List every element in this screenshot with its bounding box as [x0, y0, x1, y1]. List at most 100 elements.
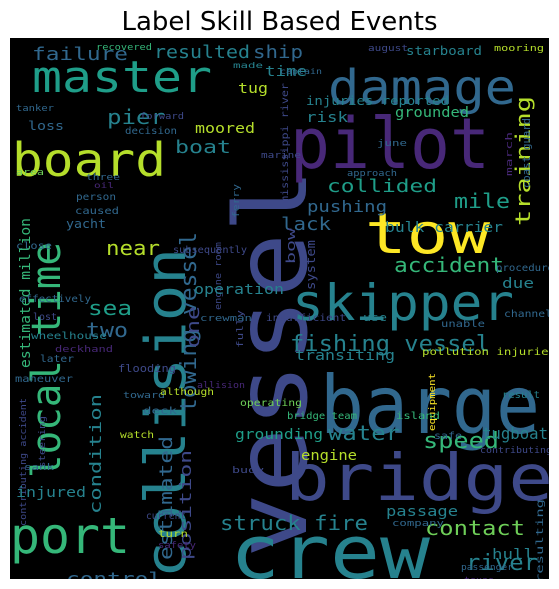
cloud-word: captain: [280, 67, 322, 76]
cloud-word: hull: [492, 547, 534, 563]
cloud-word: contributing accident: [19, 398, 29, 526]
cloud-word: barge: [320, 359, 540, 452]
cloud-word: river: [466, 551, 538, 576]
cloud-word: two: [86, 318, 128, 342]
cloud-word: injured: [16, 485, 86, 501]
cloud-word: safe: [434, 431, 462, 442]
cloud-word: unable: [441, 319, 485, 330]
cloud-word: collision: [134, 248, 199, 578]
word-cloud: vessel barge bridge crew pilot tow collision sk…: [10, 38, 549, 579]
cloud-word: maneuver: [15, 374, 73, 385]
cloud-word: allision: [197, 381, 245, 391]
cloud-word: mooring: [494, 44, 544, 54]
cloud-word: near: [106, 236, 160, 260]
figure-title: Label Skill Based Events: [121, 7, 438, 37]
cloud-word: use: [363, 311, 387, 324]
cloud-word: estimated: [156, 436, 177, 560]
cloud-word: ship: [253, 42, 303, 63]
cloud-word: close: [16, 241, 52, 252]
cloud-word: steering: [38, 416, 48, 468]
cloud-word: resulted: [154, 42, 250, 63]
cloud-word: speed: [423, 429, 499, 454]
cloud-word: starboard: [406, 44, 482, 58]
cloud-word: mississippi river: [280, 83, 291, 203]
cloud-word: sea: [88, 296, 132, 320]
cloud-word: local time: [24, 242, 70, 478]
cloud-word: watch: [120, 430, 154, 441]
cloud-word: loss: [28, 119, 64, 133]
cloud-background: [10, 38, 549, 579]
cloud-word: bridge team: [287, 411, 357, 422]
cloud-word: ferry: [232, 183, 242, 218]
cloud-word: deckhand: [55, 345, 113, 355]
cloud-word: master: [32, 52, 212, 103]
cloud-word: damage: [328, 60, 516, 116]
cloud-word: three: [86, 173, 120, 183]
cloud-word: lack: [281, 214, 331, 235]
cloud-word: effectively: [19, 294, 91, 305]
cloud-word: island: [396, 411, 440, 422]
cloud-word: company: [392, 519, 445, 529]
cloud-word: passenger: [461, 563, 514, 573]
cloud-word: failure: [32, 44, 128, 65]
cloud-word: control: [66, 569, 162, 579]
cloud-word: subsequently: [173, 245, 247, 256]
cloud-word: turn: [158, 529, 188, 540]
cloud-word: grounded: [395, 105, 469, 121]
cloud-word: oil: [94, 181, 114, 190]
cloud-word: august: [368, 44, 408, 54]
cloud-word: mile: [454, 189, 510, 213]
cloud-word: transiting: [295, 348, 395, 364]
cloud-word: equipment: [428, 373, 438, 431]
cloud-word: crewman: [200, 314, 252, 324]
cloud-word: pollution injuries: [422, 347, 549, 358]
cloud-word: bow: [284, 227, 298, 264]
cloud-word: caused: [75, 206, 119, 217]
cloud-word: collided: [327, 176, 437, 197]
cloud-word: crew: [230, 510, 430, 579]
cloud-word: operation: [194, 282, 284, 298]
cloud-word: tug: [238, 81, 268, 97]
cloud-word: june: [377, 139, 407, 149]
cloud-word: struck fire: [220, 511, 368, 535]
cloud-word: port: [10, 507, 130, 565]
cloud-word: made: [233, 61, 263, 70]
cloud-word: passage: [386, 504, 458, 520]
cloud-word: procedure: [496, 263, 549, 274]
cloud-word: engine: [301, 448, 357, 464]
cloud-word: flooding: [118, 362, 176, 375]
cloud-word: fishing vessel: [290, 332, 490, 357]
cloud-word: tanker: [16, 104, 55, 114]
cloud-word: accident: [394, 253, 504, 277]
cloud-word: yacht: [66, 217, 106, 231]
cloud-word: bridge: [285, 442, 549, 516]
cloud-word: person: [76, 192, 116, 203]
cloud-word: sank: [24, 463, 55, 473]
cloud-word: pushing: [307, 197, 387, 216]
cloud-word: march: [505, 132, 515, 176]
cloud-word: result: [502, 390, 540, 401]
cloud-word: towing vessel: [177, 232, 202, 412]
cloud-word: wheelhouse: [31, 331, 107, 342]
cloud-word: moored: [195, 121, 255, 137]
cloud-word: toward: [123, 391, 165, 401]
cloud-word: area: [16, 168, 44, 178]
cloud-word: decision: [125, 126, 177, 137]
cloud-word: channel: [504, 309, 549, 320]
cloud-word: time: [265, 64, 307, 80]
cloud-word: injuries reported: [306, 94, 449, 108]
cloud-word: position: [176, 450, 195, 560]
cloud-word: later: [40, 354, 74, 365]
cloud-word: one: [183, 306, 204, 348]
cloud-word: board: [12, 133, 166, 187]
cloud-word: system: [304, 240, 318, 290]
cloud-word: contributing: [480, 446, 549, 456]
cloud-word: grounding: [235, 427, 323, 443]
cloud-word: fully: [236, 309, 246, 348]
cloud-word: forward: [140, 112, 184, 122]
cloud-word: skipper: [292, 274, 514, 332]
cloud-word: water: [328, 421, 400, 445]
cloud-word: buoy: [232, 466, 265, 476]
cloud-word: training: [511, 96, 535, 226]
cloud-word: due: [502, 276, 534, 292]
